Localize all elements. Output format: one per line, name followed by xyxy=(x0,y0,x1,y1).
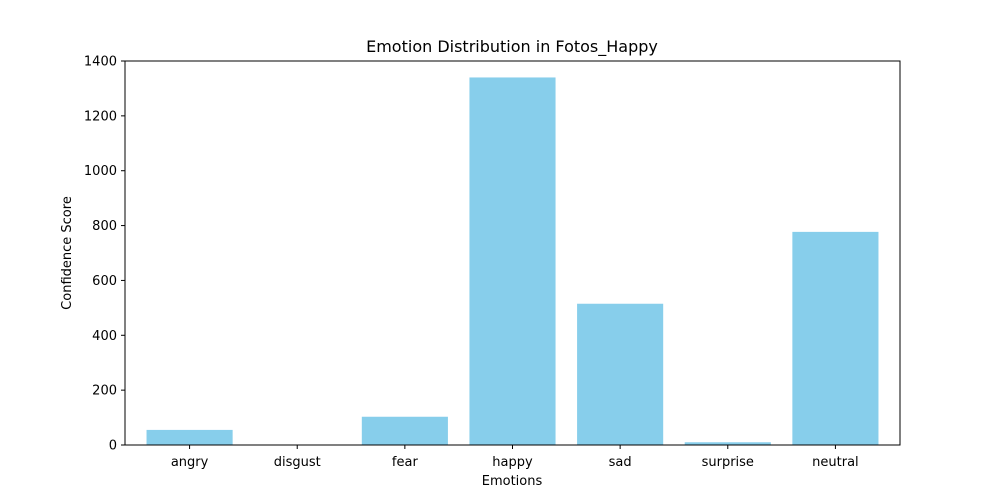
y-tick-label: 1000 xyxy=(84,164,117,179)
y-tick-label: 600 xyxy=(92,274,117,289)
x-tick-label: happy xyxy=(492,455,533,470)
x-tick-label: disgust xyxy=(274,455,321,470)
bar-neutral xyxy=(792,232,878,445)
x-axis-label: Emotions xyxy=(482,474,543,489)
plot-area xyxy=(147,77,879,445)
x-tick-label: neutral xyxy=(812,455,859,470)
y-tick-label: 800 xyxy=(92,219,117,234)
x-tick-label: angry xyxy=(171,455,209,470)
y-tick-label: 200 xyxy=(92,384,117,399)
y-tick-label: 400 xyxy=(92,329,117,344)
bar-fear xyxy=(362,417,448,445)
y-tick-label: 0 xyxy=(109,439,117,454)
x-axis: angry disgust fear happy sad surprise neutral xyxy=(171,445,859,470)
chart-title: Emotion Distribution in Fotos_Happy xyxy=(366,37,658,57)
y-tick-label: 1400 xyxy=(84,55,117,70)
y-axis-label: Confidence Score xyxy=(60,196,75,310)
y-tick-label: 1200 xyxy=(84,109,117,124)
y-axis: 0 200 400 600 800 1000 1200 1400 xyxy=(84,55,125,454)
bar-sad xyxy=(577,304,663,445)
bar-angry xyxy=(147,430,233,445)
bar-happy xyxy=(469,77,555,445)
x-tick-label: surprise xyxy=(702,455,754,470)
x-tick-label: sad xyxy=(609,455,632,470)
x-tick-label: fear xyxy=(392,455,419,470)
